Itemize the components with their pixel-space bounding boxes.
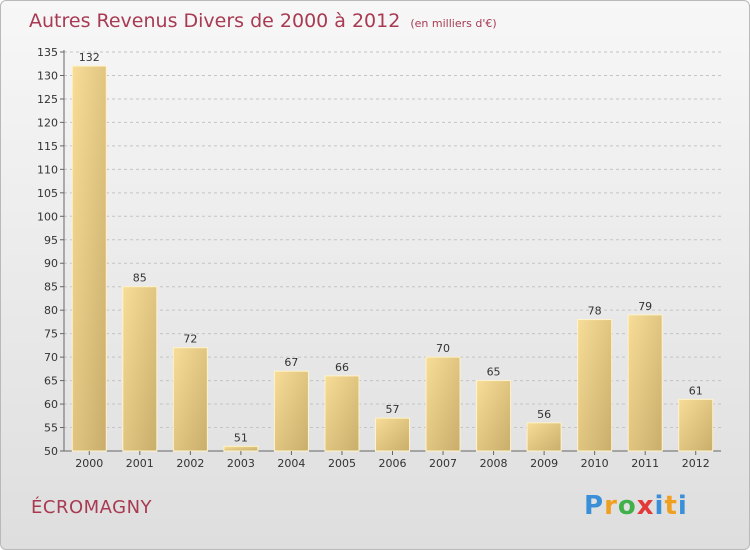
y-tick-label: 115 (37, 140, 58, 153)
y-tick-label: 60 (44, 398, 58, 411)
y-tick-label: 80 (44, 304, 58, 317)
x-tick-label: 2007 (429, 457, 457, 470)
bar-value-label: 85 (133, 272, 147, 285)
chart-subtitle: (en milliers d'€) (410, 17, 497, 30)
y-tick-label: 65 (44, 375, 58, 388)
bar (273, 370, 309, 452)
bar-value-label: 51 (234, 431, 248, 444)
bar-value-label: 67 (284, 356, 298, 369)
bar (122, 286, 158, 452)
bar (526, 422, 562, 452)
bar-value-label: 72 (183, 333, 197, 346)
y-tick-label: 90 (44, 257, 58, 270)
bar (71, 65, 107, 452)
x-tick-label: 2000 (75, 457, 103, 470)
bar (577, 319, 613, 452)
bar (324, 375, 360, 452)
bar (375, 417, 410, 452)
y-tick-label: 120 (37, 116, 58, 129)
y-tick-label: 95 (44, 234, 58, 247)
proxiti-logo: Proxiti (584, 491, 688, 521)
bar (678, 398, 714, 452)
y-tick-label: 85 (44, 281, 58, 294)
bar-value-label: 66 (335, 361, 349, 374)
bar-value-label: 57 (386, 403, 400, 416)
bar-value-label: 132 (79, 51, 100, 64)
y-tick-label: 100 (37, 210, 58, 223)
y-tick-label: 105 (37, 187, 58, 200)
bar-value-label: 78 (588, 305, 602, 318)
bar-value-label: 56 (537, 408, 551, 421)
chart-title-text: Autres Revenus Divers de 2000 à 2012 (29, 10, 401, 32)
bar-value-label: 61 (689, 384, 703, 397)
y-tick-label: 75 (44, 328, 58, 341)
x-tick-label: 2003 (227, 457, 255, 470)
commune-name: ÉCROMAGNY (31, 497, 153, 518)
x-tick-label: 2006 (379, 457, 407, 470)
bar (476, 380, 512, 452)
x-tick-label: 2009 (530, 457, 558, 470)
x-tick-label: 2005 (328, 457, 356, 470)
chart-title: Autres Revenus Divers de 2000 à 2012 (en… (29, 10, 497, 32)
bar-value-label: 79 (638, 300, 652, 313)
bar (425, 356, 461, 452)
x-tick-label: 2004 (277, 457, 305, 470)
x-tick-label: 2002 (176, 457, 204, 470)
y-tick-label: 135 (37, 46, 58, 59)
bar-value-label: 70 (436, 342, 450, 355)
x-tick-label: 2012 (682, 457, 710, 470)
bar-value-label: 65 (487, 366, 501, 379)
y-tick-label: 50 (44, 445, 58, 458)
y-tick-label: 125 (37, 93, 58, 106)
x-tick-label: 2010 (581, 457, 609, 470)
bar (223, 445, 259, 452)
y-tick-label: 130 (37, 69, 58, 82)
x-tick-label: 2001 (126, 457, 154, 470)
bar (627, 314, 663, 452)
x-tick-label: 2011 (631, 457, 659, 470)
y-tick-label: 70 (44, 351, 58, 364)
bar (172, 347, 208, 452)
y-tick-label: 55 (44, 422, 58, 435)
y-tick-label: 110 (37, 163, 58, 176)
x-tick-label: 2008 (480, 457, 508, 470)
